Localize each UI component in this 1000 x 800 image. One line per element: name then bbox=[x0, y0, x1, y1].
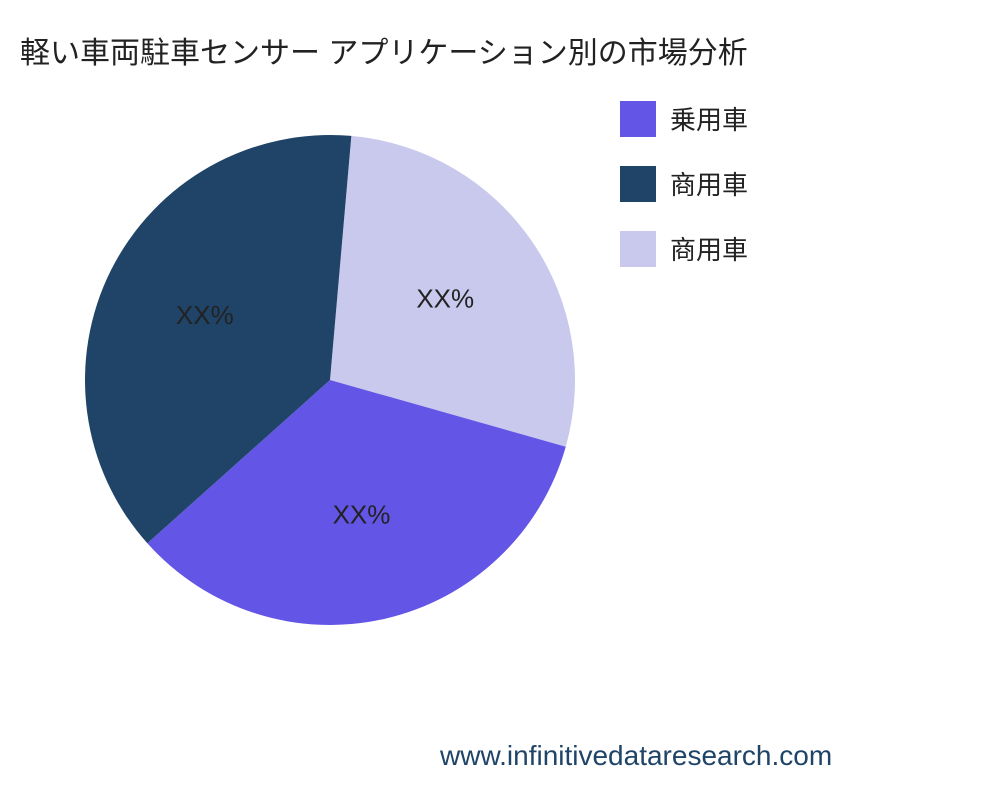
legend-item: 商用車 bbox=[620, 165, 748, 202]
legend-swatch bbox=[620, 166, 656, 202]
pie-slice-label: XX% bbox=[333, 499, 391, 529]
footer-link[interactable]: www.infinitivedataresearch.com bbox=[440, 740, 832, 772]
legend-item: 商用車 bbox=[620, 230, 748, 267]
pie-slice-label: XX% bbox=[416, 283, 474, 313]
legend-item: 乗用車 bbox=[620, 100, 748, 137]
legend-label: 乗用車 bbox=[670, 100, 748, 137]
chart-container: 軽い車両駐車センサー アプリケーション別の市場分析 XX%XX%XX% 乗用車商… bbox=[0, 0, 1000, 800]
pie-chart-area: XX% XX% XX% bbox=[0, 0, 1000, 800]
legend-label: 商用車 bbox=[670, 165, 748, 202]
legend: 乗用車商用車商用車 bbox=[620, 100, 748, 295]
legend-label: 商用車 bbox=[670, 230, 748, 267]
pie-slice-label: XX% bbox=[176, 300, 234, 330]
legend-swatch bbox=[620, 101, 656, 137]
pie-chart-svg: XX% XX% XX% bbox=[0, 0, 1000, 800]
legend-swatch bbox=[620, 231, 656, 267]
